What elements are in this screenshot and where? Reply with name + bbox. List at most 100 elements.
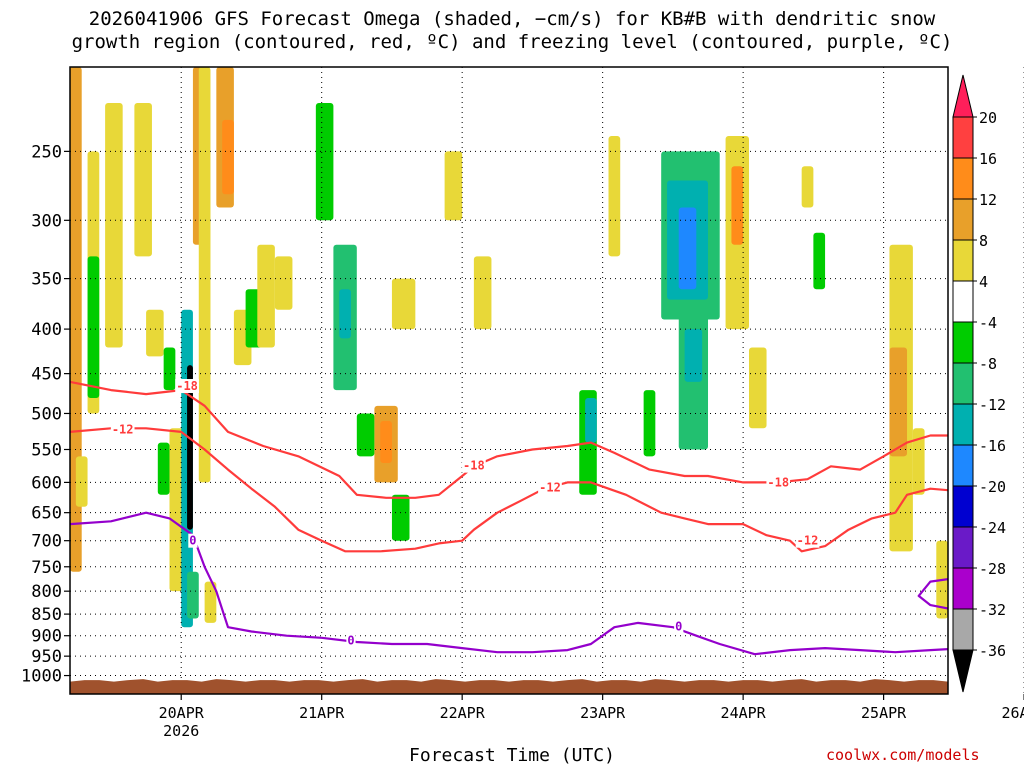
omega-cell-11 [187, 365, 193, 530]
colorbar-band-8 [952, 444, 974, 487]
y-tick-label-250: 250 [31, 142, 62, 162]
x-tick-label-23APR: 23APR [580, 704, 626, 722]
x-tick-label-25APR: 25APR [861, 704, 907, 722]
omega-cell-4 [75, 456, 88, 507]
contour-label-5: -12 [797, 534, 819, 548]
colorbar-label--4: -4 [979, 314, 997, 332]
omega-cell-43 [748, 347, 767, 429]
omega-cell-31 [473, 256, 492, 330]
contour-label-2: -18 [463, 459, 485, 473]
dgz-contour--12-1 [70, 427, 948, 553]
ground-surface [70, 679, 948, 694]
omega-cell-38 [678, 207, 697, 290]
colorbar-band-3 [952, 239, 974, 282]
colorbar-label--28: -28 [979, 560, 1006, 578]
colorbar-band-7 [952, 403, 974, 446]
omega-cell-28 [391, 278, 416, 330]
colorbar: 20 16 12 8 4 -4 -8 -12 -16 -20 -24 -28 -32 -36 [952, 74, 1006, 693]
omega-cell-17 [222, 119, 234, 195]
y-tick-label-400: 400 [31, 320, 62, 340]
freezing-contour-1 [917, 578, 948, 610]
omega-cell-33 [585, 398, 597, 443]
colorbar-label-8: 8 [979, 232, 988, 250]
colorbar-label-20: 20 [979, 109, 997, 127]
y-tick-label-1000: 1000 [21, 667, 62, 687]
y-tick-label-550: 550 [31, 441, 62, 461]
omega-cell-42 [731, 166, 744, 245]
omega-cell-26 [380, 420, 392, 464]
dgz-contour--18-0 [70, 380, 948, 499]
omega-cell-21 [274, 256, 293, 310]
omega-cell-2 [105, 103, 123, 348]
contour-label-bg-10 [674, 619, 684, 634]
omega-cell-40 [684, 329, 703, 382]
y-tick-label-800: 800 [31, 582, 62, 602]
colorbar-band-1 [952, 157, 974, 200]
y-tick-label-650: 650 [31, 504, 62, 524]
colorbar-band-9 [952, 485, 974, 528]
y-tick-label-450: 450 [31, 365, 62, 385]
colorbar-band-6 [952, 362, 974, 405]
colorbar-label--36: -36 [979, 642, 1006, 660]
x-tick-label-22APR: 22APR [440, 704, 486, 722]
omega-cell-20 [257, 244, 275, 348]
x-tick-label-26APR: 26APR [1002, 704, 1024, 722]
omega-cell-48 [912, 428, 925, 495]
contour-label-3: -12 [539, 480, 561, 494]
contour-label-10: 0 [675, 619, 682, 633]
colorbar-label--20: -20 [979, 478, 1006, 496]
x-tick-sublabel-20APR: 2026 [163, 722, 199, 740]
colorbar-band-12 [952, 608, 974, 651]
contour-label-12: 0 [974, 628, 981, 642]
contour-label-0: -18 [176, 379, 198, 393]
colorbar-top-arrow [952, 74, 974, 118]
plot-frame [69, 66, 949, 695]
colorbar-label-4: 4 [979, 273, 988, 291]
omega-cell-3 [87, 256, 100, 399]
colorbar-band-0 [952, 116, 974, 159]
omega-cell-15 [204, 581, 217, 623]
omega-shading [70, 67, 948, 628]
colorbar-label--24: -24 [979, 519, 1006, 537]
contour-label-8: 0 [189, 534, 196, 548]
contour-label-bg-12 [973, 628, 982, 642]
contour-label-bg-1 [110, 422, 135, 437]
contour-label-bg-9 [346, 633, 356, 648]
freezing-contour-0 [70, 511, 948, 656]
omega-cell-7 [157, 442, 170, 495]
contour-label-bg-3 [538, 480, 562, 495]
contour-label-bg-8 [188, 533, 198, 548]
colorbar-bottom-arrow [952, 649, 974, 693]
omega-cell-22 [315, 103, 334, 221]
colorbar-label--32: -32 [979, 601, 1006, 619]
contour-label-bg-2 [462, 458, 486, 473]
omega-cell-30 [444, 151, 463, 221]
y-tick-label-950: 950 [31, 647, 62, 667]
colorbar-band-5 [952, 321, 974, 364]
omega-cell-29 [391, 494, 410, 541]
x-tick-label-20APR: 20APR [159, 704, 205, 722]
omega-cell-45 [813, 232, 826, 290]
omega-cell-35 [643, 390, 656, 457]
omega-cell-6 [146, 309, 164, 357]
omega-cell-47 [889, 347, 908, 457]
ground-terrain [70, 679, 948, 694]
x-tick-label-21APR: 21APR [299, 704, 345, 722]
omega-cell-14 [187, 571, 199, 619]
omega-cell-44 [801, 166, 814, 208]
source-credit[interactable]: coolwx.com/models [826, 746, 980, 764]
chart-title-line-1: 2026041906 GFS Forecast Omega (shaded, −… [88, 8, 936, 30]
y-tick-label-750: 750 [31, 558, 62, 578]
y-tick-label-500: 500 [31, 404, 62, 424]
colorbar-band-2 [952, 198, 974, 241]
y-tick-label-350: 350 [31, 270, 62, 290]
colorbar-label--12: -12 [979, 396, 1006, 414]
omega-cell-0 [70, 67, 82, 572]
colorbar-band-4 [952, 280, 974, 323]
contour-label-bg-4 [766, 475, 791, 490]
omega-cell-5 [134, 103, 152, 257]
contour-label-4: -18 [767, 475, 789, 489]
omega-cell-24 [339, 289, 351, 339]
